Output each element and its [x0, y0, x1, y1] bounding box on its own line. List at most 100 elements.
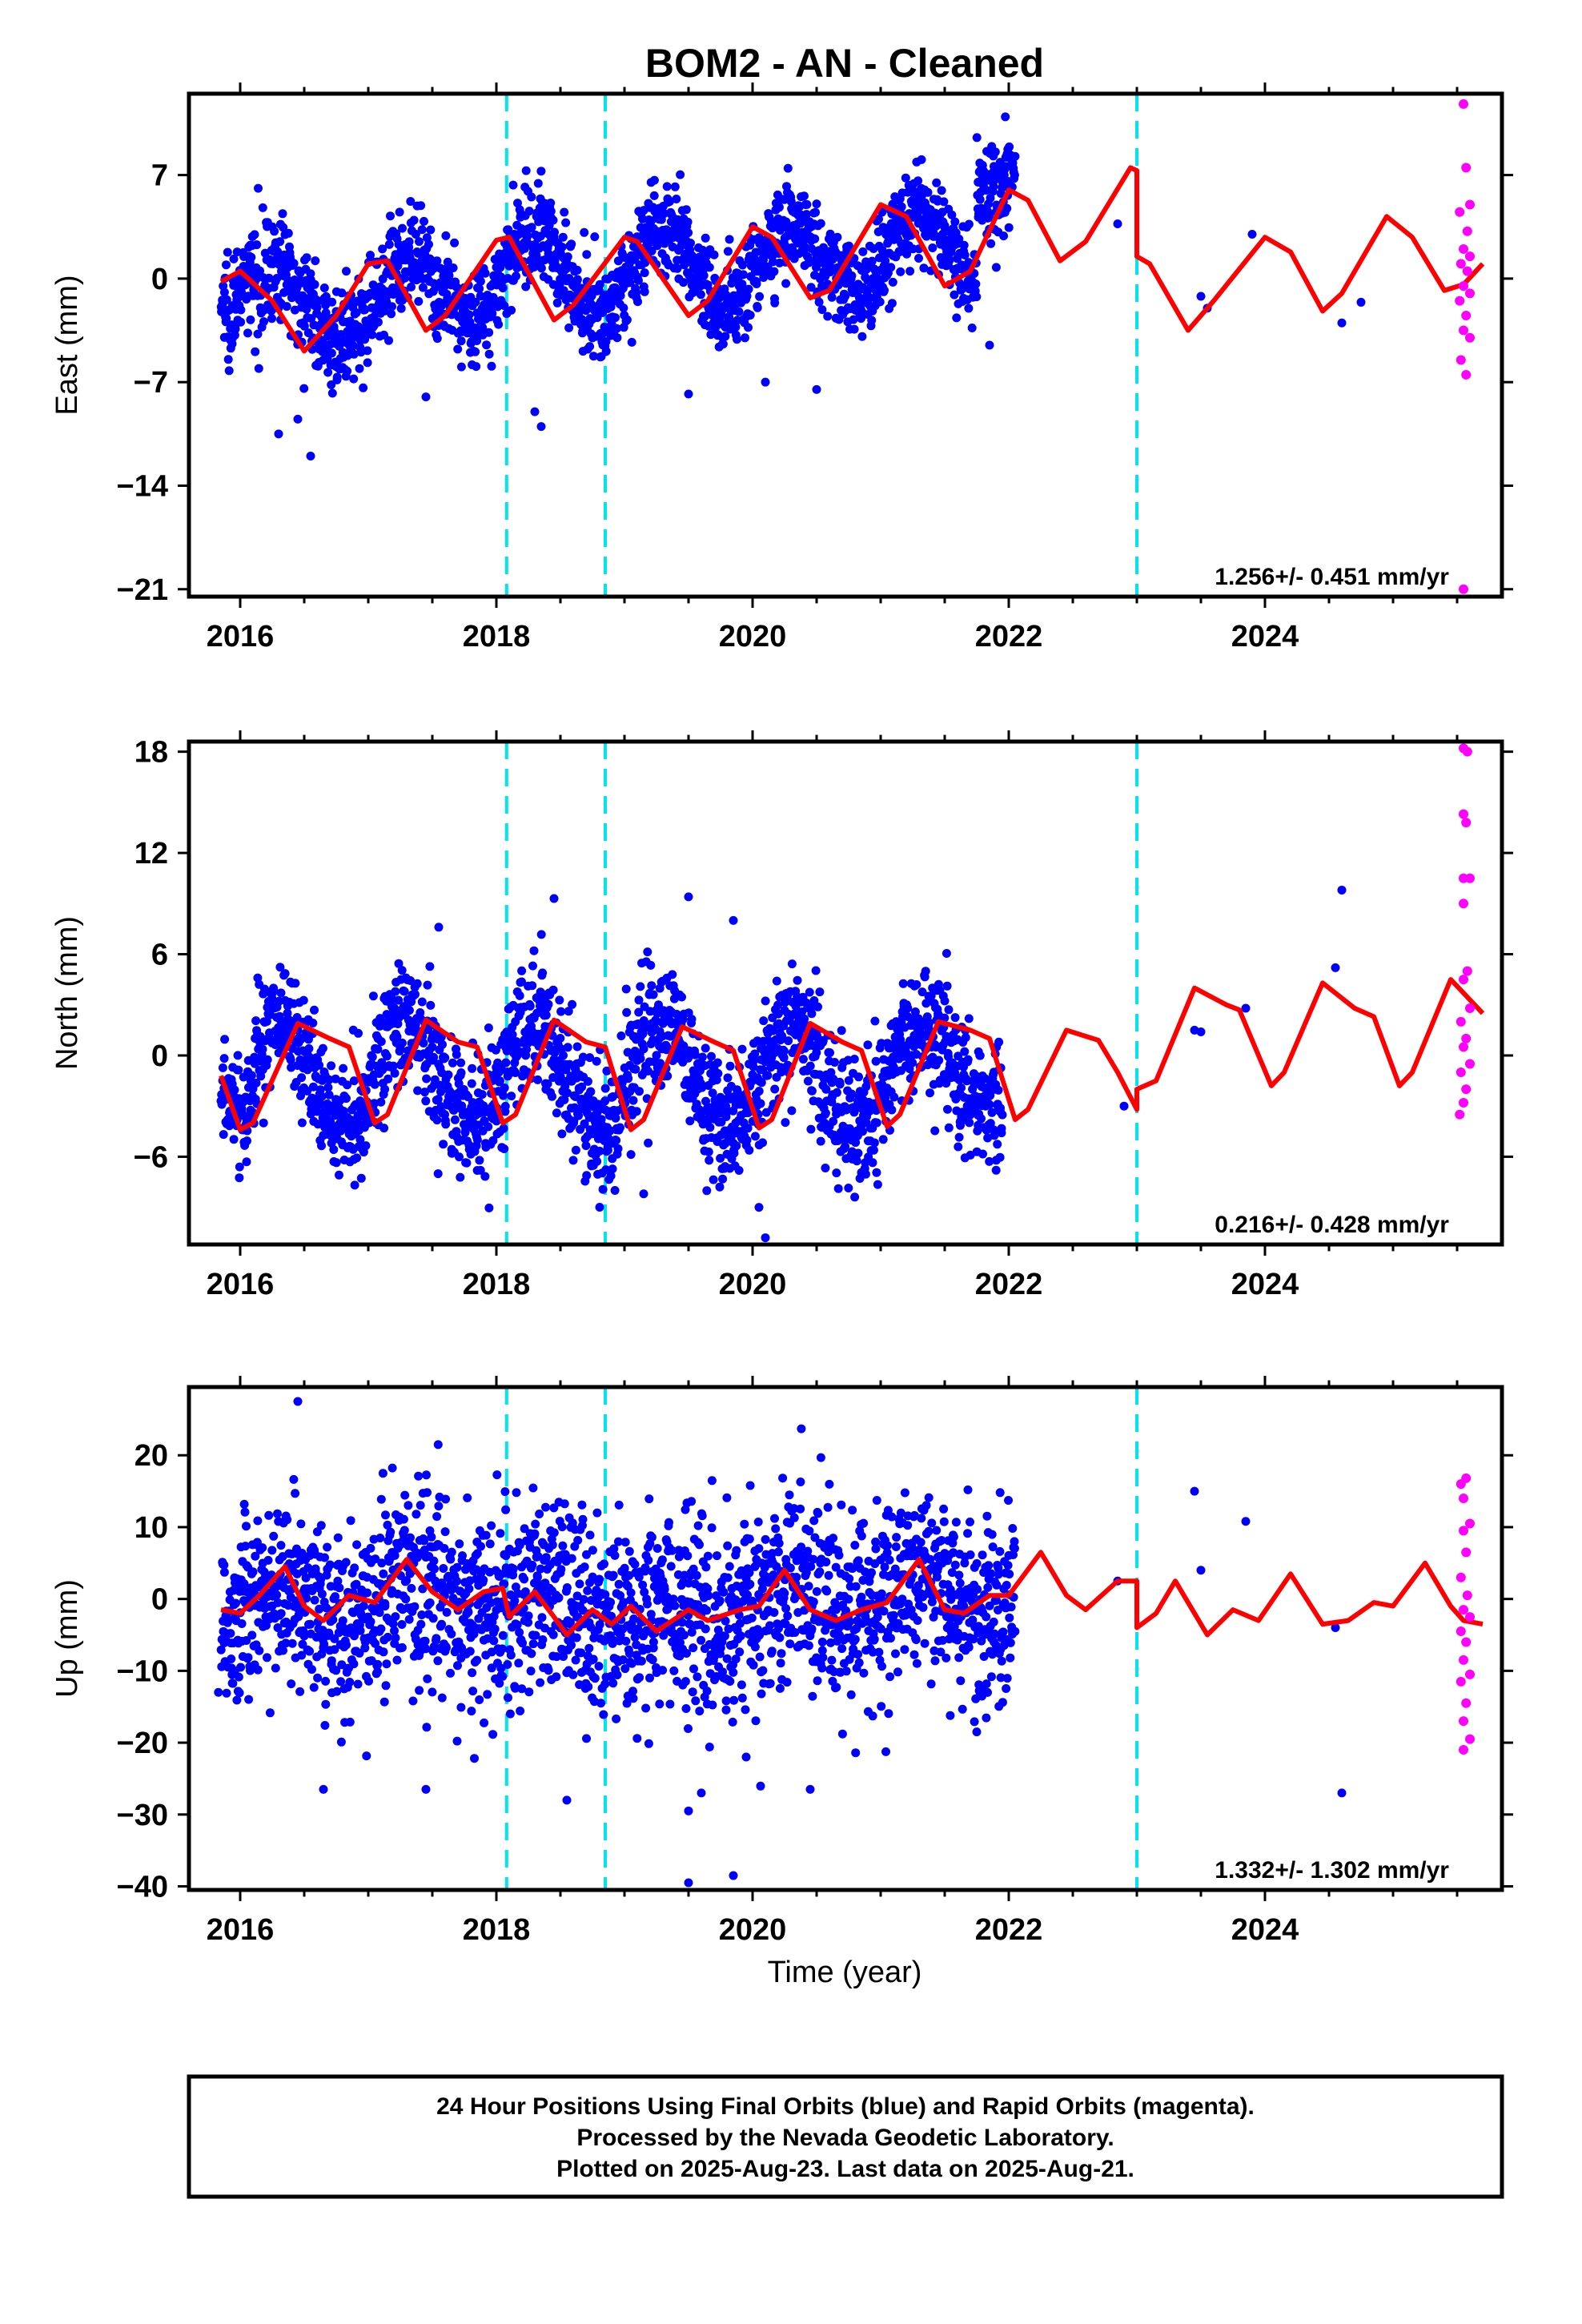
- up-final-point: [313, 1673, 323, 1683]
- north-final-point: [993, 1140, 1002, 1149]
- north-final-point: [500, 1083, 509, 1092]
- east-final-point: [250, 230, 259, 239]
- north-final-point: [335, 1170, 343, 1180]
- north-final-point: [392, 1032, 402, 1041]
- east-final-point: [348, 341, 358, 351]
- north-final-point: [595, 1146, 604, 1156]
- east-final-point: [619, 304, 628, 312]
- east-final-point: [407, 282, 416, 292]
- up-final-point: [418, 1584, 428, 1594]
- east-final-point: [323, 368, 333, 377]
- north-final-point: [850, 1192, 860, 1202]
- north-final-point: [413, 1086, 423, 1096]
- up-final-point: [366, 1543, 375, 1553]
- east-final-point: [472, 362, 481, 372]
- north-final-point: [878, 1135, 888, 1144]
- north-rapid-orbit-points: [1455, 743, 1475, 1120]
- north-final-point: [1331, 963, 1340, 972]
- east-final-point: [802, 199, 812, 209]
- east-final-point: [508, 180, 518, 190]
- north-final-point: [645, 1007, 655, 1016]
- north-final-point: [234, 1065, 243, 1075]
- north-final-point: [484, 1122, 493, 1132]
- east-final-point: [699, 271, 709, 280]
- east-final-point: [546, 199, 556, 207]
- east-final-point: [647, 246, 656, 255]
- up-final-point: [251, 1551, 260, 1561]
- north-final-point: [258, 1044, 267, 1054]
- east-final-point: [521, 282, 531, 292]
- north-final-point: [677, 992, 686, 1002]
- east-final-point: [548, 279, 558, 289]
- up-final-point: [224, 1615, 234, 1624]
- north-final-point: [549, 894, 559, 903]
- north-final-point: [563, 1043, 572, 1052]
- north-final-point: [994, 1085, 1003, 1095]
- east-final-point: [366, 251, 375, 260]
- north-final-point: [806, 1124, 816, 1134]
- north-rapid-point: [1465, 1003, 1475, 1013]
- east-final-point: [709, 250, 719, 259]
- east-final-point: [701, 233, 710, 243]
- up-final-point: [442, 1643, 451, 1653]
- east-final-point: [327, 297, 337, 307]
- north-final-point: [844, 1076, 853, 1085]
- east-final-point: [734, 307, 744, 316]
- up-final-point: [345, 1717, 355, 1727]
- north-y-tick-label: −6: [134, 1140, 168, 1174]
- east-final-point: [258, 203, 267, 212]
- east-final-point: [1337, 318, 1347, 328]
- east-final-point: [561, 218, 571, 227]
- east-final-point: [705, 263, 714, 272]
- east-final-point: [786, 197, 796, 207]
- east-final-point: [738, 260, 747, 270]
- east-final-point: [1356, 297, 1366, 307]
- north-final-point: [564, 1007, 573, 1016]
- north-rapid-point: [1465, 1059, 1475, 1069]
- up-final-point: [428, 1614, 438, 1623]
- north-final-point: [324, 1090, 334, 1100]
- up-final-point: [422, 1723, 432, 1732]
- north-final-point: [472, 1135, 482, 1144]
- east-final-point: [349, 349, 359, 359]
- east-final-point: [274, 429, 283, 439]
- north-final-point: [308, 1019, 318, 1027]
- north-final-point: [242, 1157, 251, 1167]
- east-final-point: [923, 187, 933, 197]
- east-final-point: [902, 249, 912, 259]
- up-final-point: [310, 1595, 319, 1605]
- east-y-tick-label: −21: [117, 573, 168, 607]
- north-final-point: [626, 1150, 636, 1160]
- north-final-point: [406, 976, 416, 985]
- east-final-point: [484, 328, 494, 337]
- up-final-point: [236, 1663, 245, 1672]
- up-final-point: [437, 1619, 447, 1629]
- up-final-point: [364, 1676, 373, 1686]
- east-final-point: [986, 239, 996, 248]
- north-final-point: [450, 1115, 460, 1124]
- up-final-point: [330, 1634, 339, 1643]
- east-final-point: [319, 283, 329, 292]
- north-final-point: [517, 966, 527, 975]
- east-final-point: [769, 267, 779, 276]
- east-final-point: [363, 358, 372, 368]
- north-final-point: [844, 1184, 853, 1192]
- north-y-tick-label: 6: [151, 939, 168, 972]
- east-final-point: [770, 298, 780, 308]
- north-final-point: [781, 1118, 790, 1128]
- north-final-point: [812, 1048, 821, 1057]
- east-final-point: [676, 170, 685, 179]
- north-final-point: [943, 1104, 952, 1114]
- east-final-point: [980, 168, 990, 178]
- north-final-point: [420, 1088, 429, 1097]
- up-final-point: [346, 1516, 355, 1526]
- north-final-point: [861, 1169, 870, 1179]
- up-final-point: [242, 1636, 251, 1645]
- east-final-point: [812, 384, 821, 394]
- north-final-point: [560, 1095, 569, 1104]
- up-final-point: [258, 1543, 267, 1553]
- east-final-point: [670, 182, 680, 191]
- up-final-point: [468, 1687, 478, 1696]
- east-final-point: [395, 207, 404, 217]
- north-final-point: [985, 1100, 994, 1109]
